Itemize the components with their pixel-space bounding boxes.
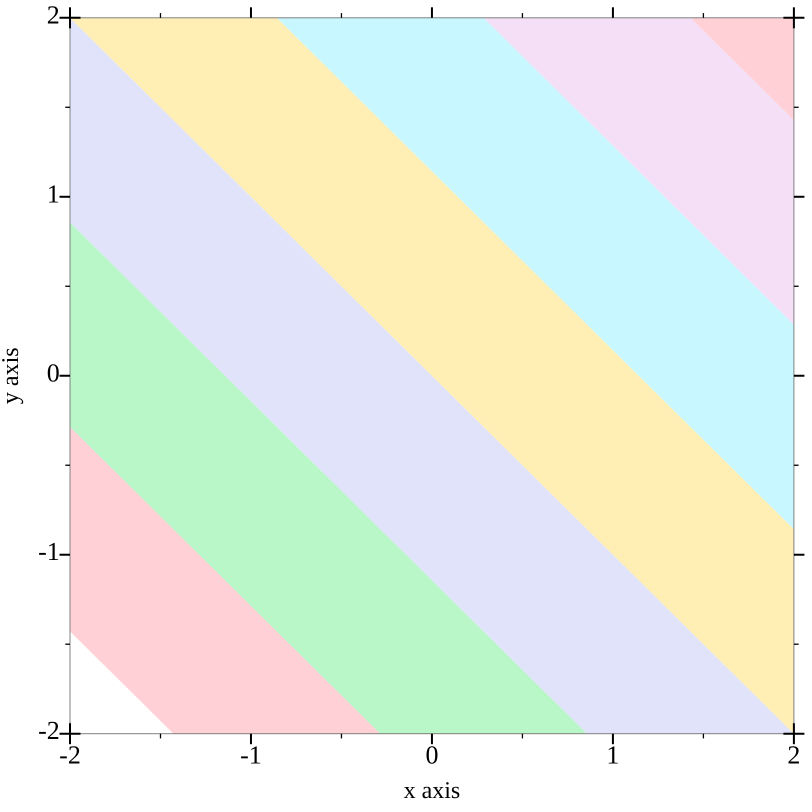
svg-text:1: 1 [47,179,60,208]
svg-text:2: 2 [787,741,800,770]
svg-text:2: 2 [47,0,60,29]
svg-text:1: 1 [606,741,619,770]
svg-text:-1: -1 [240,741,262,770]
svg-text:-2: -2 [38,716,60,745]
svg-text:y axis: y axis [0,347,24,404]
svg-text:-1: -1 [38,537,60,566]
svg-text:0: 0 [425,741,438,770]
svg-text:x axis: x axis [404,778,461,804]
svg-text:0: 0 [47,358,60,387]
svg-text:-2: -2 [59,741,81,770]
